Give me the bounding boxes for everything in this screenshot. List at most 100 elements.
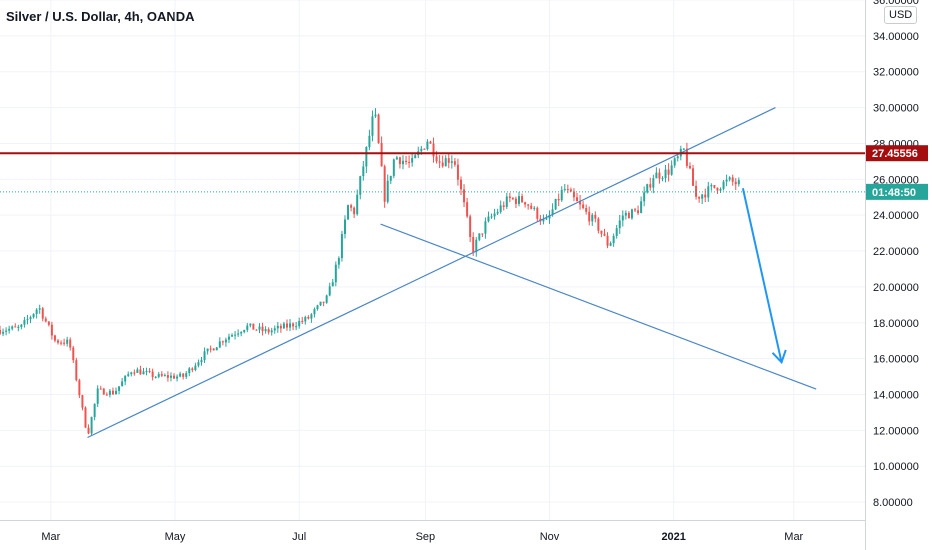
candle-body xyxy=(310,314,313,319)
candle-body xyxy=(249,323,252,326)
candle-body xyxy=(337,258,340,265)
candle-body xyxy=(169,375,172,378)
candle-body xyxy=(166,375,169,378)
candle-body xyxy=(688,165,691,169)
candle-body xyxy=(560,189,563,201)
candle-body xyxy=(615,228,618,237)
trendline-2 xyxy=(380,223,817,390)
price-tick-label: 12.00000 xyxy=(873,425,919,437)
candle-body xyxy=(75,360,78,381)
time-tick-label: Nov xyxy=(540,531,560,543)
candle-body xyxy=(496,211,499,214)
candle-body xyxy=(325,295,328,303)
candle-body xyxy=(115,390,118,395)
candle-body xyxy=(716,187,719,191)
candle-body xyxy=(514,198,517,204)
candle-body xyxy=(579,201,582,205)
candle-body xyxy=(398,157,401,165)
candle-body xyxy=(426,141,429,150)
candle-body xyxy=(206,348,209,352)
candle-body xyxy=(609,243,612,246)
candle-body xyxy=(84,407,87,428)
time-tick-label: May xyxy=(165,531,186,543)
candle-body xyxy=(350,205,353,208)
candle-body xyxy=(188,368,191,374)
candle-body xyxy=(69,339,72,348)
time-tick-label: Mar xyxy=(41,531,60,543)
candle-body xyxy=(698,196,701,199)
candle-body xyxy=(35,309,38,314)
candle-body xyxy=(197,362,200,366)
candle-body xyxy=(145,371,148,373)
grid xyxy=(0,0,865,520)
candle-body xyxy=(487,216,490,222)
candle-body xyxy=(432,143,435,157)
candle-body xyxy=(658,172,661,179)
candle-body xyxy=(292,323,295,327)
candle-body xyxy=(637,210,640,214)
candle-body xyxy=(469,216,472,238)
candle-body xyxy=(285,323,288,328)
candle-body xyxy=(533,207,536,209)
price-tick-label: 10.00000 xyxy=(873,461,919,473)
candle-body xyxy=(148,371,151,373)
candle-body xyxy=(359,176,362,195)
currency-selector[interactable]: USD xyxy=(884,6,918,24)
candle-body xyxy=(435,156,438,162)
candle-body xyxy=(661,178,664,180)
candle-body xyxy=(231,335,234,337)
candle-body xyxy=(423,148,426,150)
candle-body xyxy=(105,394,108,396)
candle-body xyxy=(664,169,667,179)
candle-body xyxy=(136,369,139,373)
candle-body xyxy=(273,328,276,331)
candle-body xyxy=(227,336,230,340)
candle-body xyxy=(53,335,56,341)
candle-body xyxy=(8,328,11,331)
price-tick-label: 16.00000 xyxy=(873,354,919,366)
candle-body xyxy=(93,403,96,418)
candle-body xyxy=(640,201,643,214)
candle-body xyxy=(63,342,66,344)
candle-body xyxy=(594,214,597,219)
candle-body xyxy=(185,373,188,377)
candle-body xyxy=(612,236,615,244)
price-tick-label: 32.00000 xyxy=(873,67,919,79)
candle-body xyxy=(603,233,606,236)
candle-body xyxy=(395,157,398,160)
candle-body xyxy=(282,323,285,329)
candle-body xyxy=(725,179,728,182)
candle-body xyxy=(505,196,508,207)
candle-body xyxy=(356,194,359,215)
candle-body xyxy=(597,218,600,231)
candle-body xyxy=(179,373,182,377)
candle-body xyxy=(322,301,325,303)
candle-body xyxy=(411,158,414,163)
candle-body xyxy=(111,390,114,395)
candle-body xyxy=(270,330,273,333)
candle-body xyxy=(301,320,304,322)
candle-body xyxy=(267,329,270,333)
candle-body xyxy=(44,318,47,322)
candle-body xyxy=(2,331,5,334)
candle-body xyxy=(173,375,176,379)
candle-body xyxy=(545,218,548,220)
candle-body xyxy=(380,142,383,167)
candle-body xyxy=(319,301,322,306)
countdown-label: 01:48:50 xyxy=(872,187,916,199)
candle-body xyxy=(209,348,212,350)
candle-body xyxy=(160,374,163,376)
candle-body xyxy=(722,181,725,189)
candle-body xyxy=(374,114,377,117)
candle-body xyxy=(191,368,194,371)
candle-body xyxy=(258,326,261,330)
candle-body xyxy=(536,207,539,219)
candle-body xyxy=(99,388,102,390)
candle-body xyxy=(606,235,609,246)
countdown-tag xyxy=(866,183,928,200)
candle-body xyxy=(255,329,258,331)
candle-body xyxy=(368,135,371,148)
resistance-price-tag xyxy=(866,145,928,162)
price-tick-label: 14.00000 xyxy=(873,389,919,401)
